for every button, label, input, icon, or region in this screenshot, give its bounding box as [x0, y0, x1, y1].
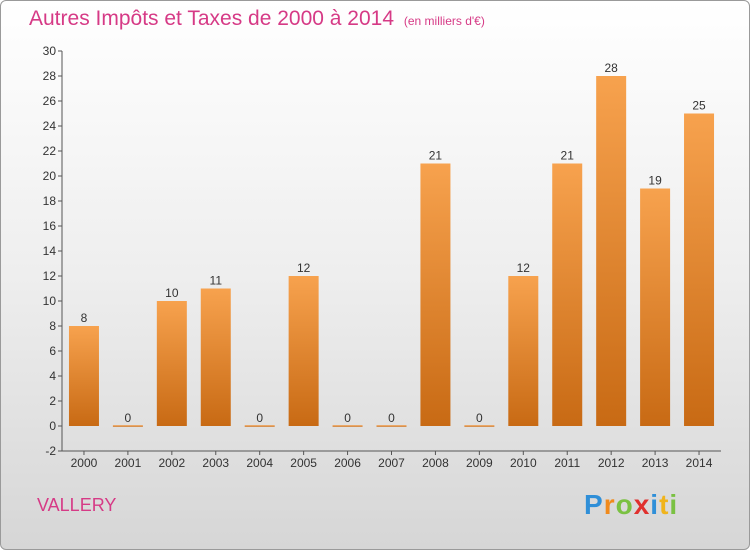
chart-subtitle: (en milliers d'€) — [403, 14, 485, 28]
data-label: 25 — [692, 99, 706, 113]
bar — [684, 113, 715, 426]
chart-title-text: Autres Impôts et Taxes de 2000 à 2014 — [29, 7, 395, 30]
bar — [376, 425, 407, 427]
y-tick-label: 22 — [43, 144, 57, 158]
town-name: VALLERY — [37, 495, 117, 515]
x-tick-label: 2010 — [510, 456, 537, 470]
x-tick-label: 2000 — [71, 456, 98, 470]
bar — [288, 276, 319, 426]
x-tick-label: 2004 — [246, 456, 273, 470]
y-tick-label: 2 — [49, 394, 56, 408]
y-tick-label: 12 — [43, 269, 57, 283]
data-label: 12 — [297, 261, 311, 275]
x-tick-label: 2012 — [598, 456, 625, 470]
data-label: 0 — [344, 411, 351, 425]
chart-title: Autres Impôts et Taxes de 2000 à 2014 (e… — [29, 7, 485, 31]
y-tick-label: 4 — [49, 369, 56, 383]
data-label: 10 — [165, 286, 179, 300]
x-tick-label: 2006 — [334, 456, 361, 470]
y-tick-label: 24 — [43, 119, 57, 133]
data-label: 19 — [648, 174, 662, 188]
y-tick-label: 14 — [43, 244, 57, 258]
y-tick-label: -2 — [45, 444, 56, 458]
x-tick-label: 2005 — [290, 456, 317, 470]
bar — [244, 425, 275, 427]
data-label: 28 — [604, 61, 618, 75]
data-label: 0 — [256, 411, 263, 425]
proxiti-logo: Proxiti — [584, 489, 678, 521]
x-tick-label: 2007 — [378, 456, 405, 470]
x-tick-label: 2002 — [158, 456, 185, 470]
bar — [332, 425, 363, 427]
data-label: 21 — [429, 149, 443, 163]
bar — [420, 163, 451, 426]
y-tick-label: 16 — [43, 219, 57, 233]
bar — [112, 425, 143, 427]
logo-letter: r — [603, 489, 616, 520]
bar — [200, 288, 231, 426]
data-label: 11 — [210, 274, 223, 288]
logo-letter: i — [669, 489, 679, 520]
x-tick-label: 2013 — [642, 456, 669, 470]
bar — [508, 276, 539, 426]
bar — [464, 425, 495, 427]
x-tick-label: 2003 — [202, 456, 229, 470]
y-tick-label: 6 — [49, 344, 56, 358]
data-label: 0 — [476, 411, 483, 425]
bar — [156, 301, 187, 426]
bar — [640, 188, 671, 426]
bar — [596, 76, 627, 426]
x-tick-label: 2011 — [554, 456, 580, 470]
bar-series: 8 0 10 11 0 12 0 0 21 0 12 21 28 19 25 — [68, 61, 715, 427]
y-tick-label: 8 — [49, 319, 56, 333]
y-tick-label: 10 — [43, 294, 57, 308]
x-tick-label: 2001 — [115, 456, 142, 470]
data-label: 8 — [81, 311, 88, 325]
y-tick-label: 20 — [43, 169, 57, 183]
data-label: 0 — [388, 411, 395, 425]
x-tick-label: 2014 — [686, 456, 713, 470]
logo-letter: t — [659, 489, 670, 520]
y-tick-label: 30 — [43, 44, 57, 58]
y-tick-label: 18 — [43, 194, 57, 208]
data-label: 21 — [561, 149, 575, 163]
y-tick-label: 26 — [43, 94, 57, 108]
data-label: 0 — [125, 411, 132, 425]
y-tick-label: 0 — [49, 419, 56, 433]
logo-letter: o — [615, 489, 634, 520]
x-tick-label: 2008 — [422, 456, 449, 470]
x-tick-label: 2009 — [466, 456, 493, 470]
logo-letter: P — [584, 489, 604, 520]
logo-letter: i — [650, 489, 660, 520]
y-tick-label: 28 — [43, 69, 57, 83]
bar — [552, 163, 583, 426]
logo-letter: x — [633, 489, 651, 520]
data-label: 12 — [517, 261, 531, 275]
bar — [68, 326, 99, 426]
